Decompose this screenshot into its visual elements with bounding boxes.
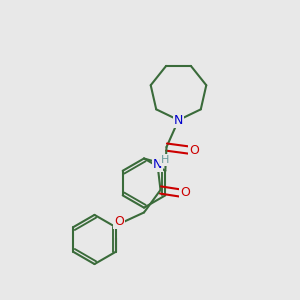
Text: O: O — [190, 144, 199, 157]
Text: N: N — [153, 158, 162, 171]
Text: N: N — [174, 114, 183, 127]
Text: O: O — [181, 187, 190, 200]
Text: O: O — [114, 215, 124, 228]
Text: H: H — [161, 155, 169, 165]
